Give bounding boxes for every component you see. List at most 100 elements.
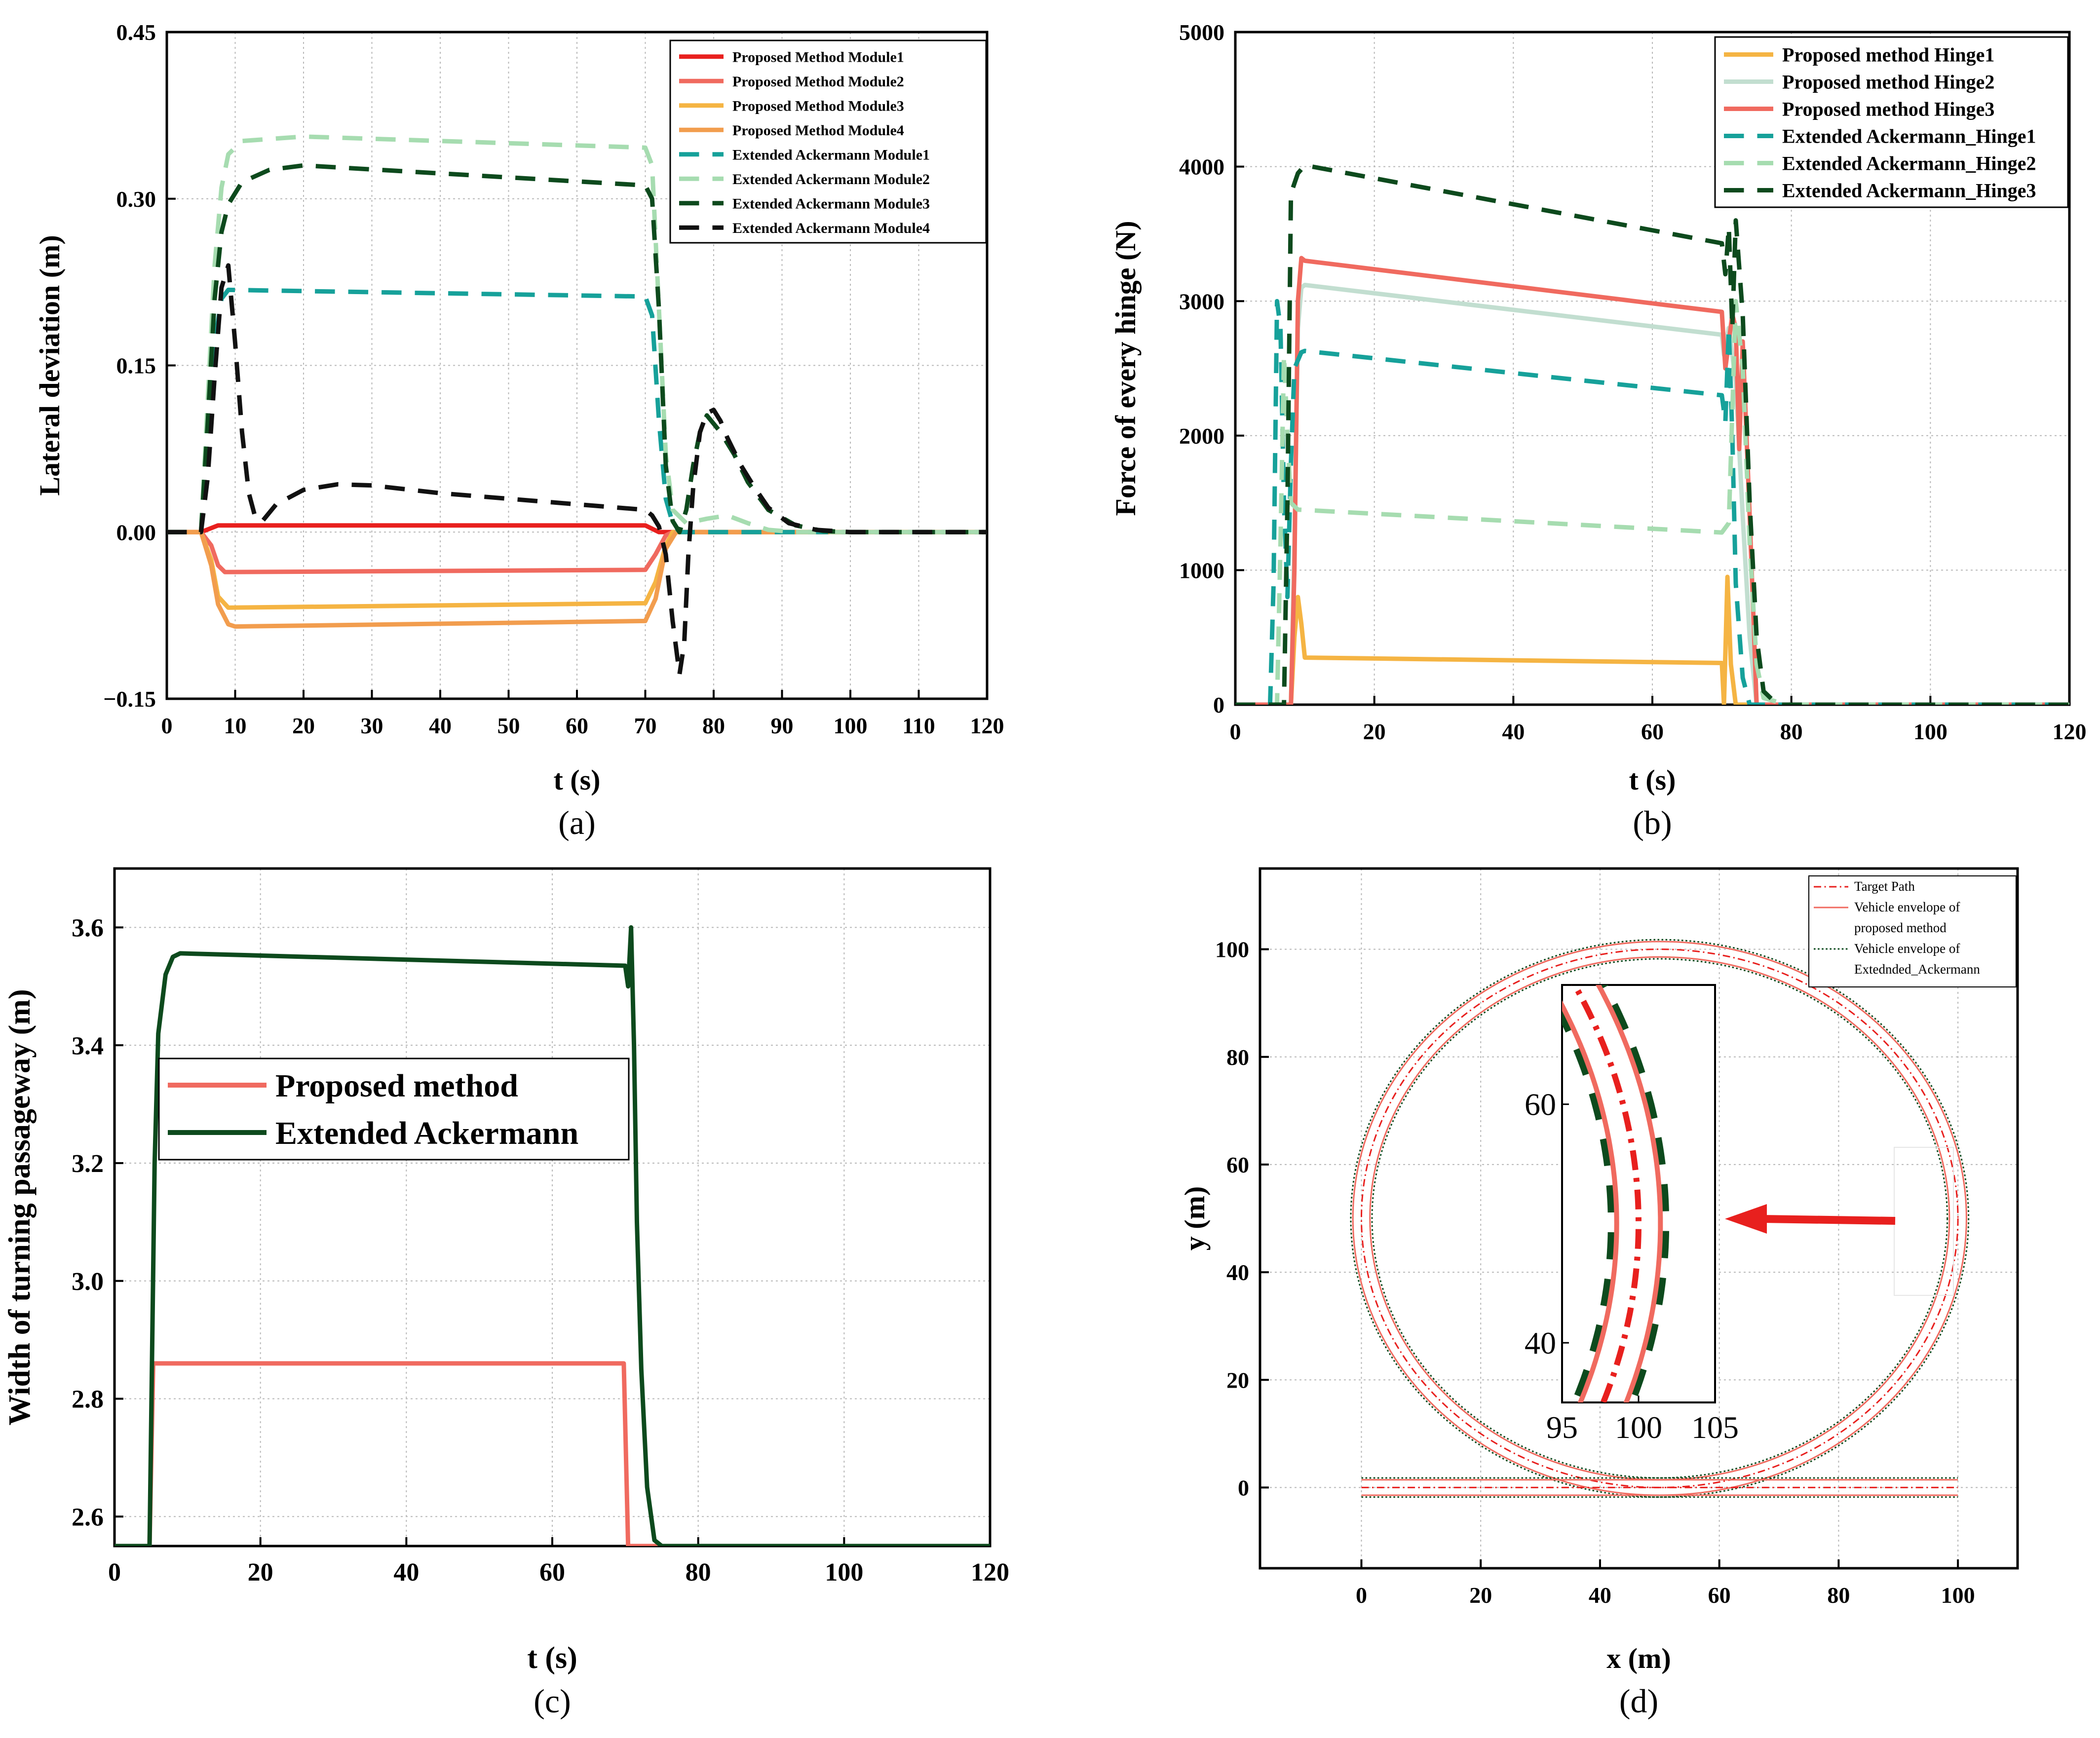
- y-tick-label: 0.30: [116, 187, 156, 212]
- y-tick-label: 3000: [1179, 289, 1224, 314]
- x-tick-label: 70: [634, 713, 657, 738]
- x-tick-label: 40: [1589, 1583, 1611, 1608]
- legend-label: Proposed method Hinge2: [1782, 71, 1994, 93]
- y-tick-label: 3.6: [72, 914, 104, 943]
- x-axis-title: t (s): [1629, 764, 1676, 796]
- y-tick-label: 0: [1238, 1475, 1249, 1500]
- legend-label: Proposed Method Module2: [732, 74, 904, 90]
- legend-label: Extended Ackermann: [275, 1115, 578, 1151]
- legend-label: Vehicle envelope of: [1854, 941, 1960, 956]
- legend-label: Proposed Method Module4: [732, 122, 904, 139]
- x-tick-label: 120: [2053, 719, 2087, 744]
- y-tick-label: 0.00: [116, 520, 156, 545]
- x-tick-label: 0: [108, 1558, 121, 1587]
- panel-caption: (c): [534, 1682, 571, 1720]
- x-tick-label: 60: [1708, 1583, 1731, 1608]
- y-axis-title: y (m): [1179, 1186, 1211, 1250]
- legend-label: Extended Ackermann_Hinge3: [1782, 180, 2036, 202]
- y-tick-label: −0.15: [103, 686, 156, 712]
- panel-caption: (d): [1619, 1682, 1658, 1720]
- trajectory-group: [1350, 939, 1970, 1498]
- y-tick-label: 100: [1215, 937, 1249, 962]
- legend-box: [669, 39, 987, 244]
- x-tick-label: 120: [970, 713, 1004, 738]
- y-tick-label: 3.0: [72, 1268, 104, 1296]
- x-tick-label: 20: [292, 713, 315, 738]
- x-tick-label: 40: [1502, 719, 1525, 744]
- x-tick-label: 60: [566, 713, 588, 738]
- series-line: [115, 925, 990, 1546]
- x-tick-label: 80: [686, 1558, 711, 1587]
- x-tick-label: 20: [248, 1558, 273, 1587]
- y-tick-label: 2000: [1179, 423, 1224, 449]
- inset-x-tick-label: 105: [1691, 1410, 1739, 1445]
- legend-box: [1808, 875, 2017, 987]
- y-tick-label: 0: [1213, 692, 1224, 718]
- panel-b: 0 20 40 60 80 100 120 0 1000 2000 3000 4000 5000 t (s…: [1109, 20, 2087, 841]
- legend-label: Extended Ackermann Module1: [732, 147, 930, 163]
- inset-x-tick-label: 95: [1546, 1410, 1578, 1445]
- series-line: [167, 529, 987, 629]
- inset-ackermann-outer: [1600, 985, 1670, 1402]
- panel-caption: (b): [1633, 804, 1672, 841]
- series-group: [167, 134, 987, 677]
- zoom-arrow-shaft: [1761, 1215, 1896, 1225]
- series-line: [167, 134, 987, 534]
- x-tick-label: 110: [902, 713, 935, 738]
- inset-target-path: [1571, 985, 1642, 1402]
- series-line: [1235, 299, 2069, 705]
- x-tick-label: 0: [161, 713, 173, 738]
- legend-label: Proposed Method Module3: [732, 98, 904, 114]
- x-tick-label: 80: [1827, 1583, 1850, 1608]
- legend-box: [158, 1058, 630, 1161]
- inset-proposed-inner: [1562, 1000, 1619, 1402]
- x-tick-label: 40: [429, 713, 452, 738]
- legend-box: [1714, 36, 2069, 208]
- series-line: [167, 263, 987, 677]
- y-tick-label: 40: [1226, 1260, 1249, 1285]
- x-tick-label: 20: [1363, 719, 1386, 744]
- y-tick-label: 3.2: [72, 1150, 104, 1178]
- y-tick-label: 2.8: [72, 1386, 104, 1414]
- x-tick-label: 60: [539, 1558, 565, 1587]
- legend-label: Proposed method Hinge3: [1782, 98, 1994, 120]
- legend-label: Extended Ackermann Module2: [732, 171, 930, 188]
- legend-label: Extended Ackermann Module4: [732, 220, 930, 236]
- x-tick-label: 100: [1941, 1583, 1975, 1608]
- y-tick-label: 0.15: [116, 353, 156, 378]
- legend-label: Extended Ackermann_Hinge1: [1782, 125, 2036, 148]
- y-tick-label: 1000: [1179, 558, 1224, 583]
- x-tick-label: 100: [1913, 719, 1947, 744]
- legend-label: Extended Ackermann Module3: [732, 195, 930, 212]
- panel-d: 0 20 40 60 80 100 0 20 40 60 80 100 x (m) y (m) (d) 95 1…: [1179, 867, 2019, 1720]
- y-axis-title: Width of turning passageway (m): [3, 989, 37, 1425]
- x-axis-title: t (s): [527, 1641, 577, 1675]
- inset-ackermann-inner: [1562, 1009, 1615, 1402]
- x-tick-label: 80: [702, 713, 725, 738]
- x-tick-label: 120: [971, 1558, 1009, 1587]
- target-path-circle: [1360, 948, 1959, 1488]
- x-tick-label: 40: [393, 1558, 419, 1587]
- y-tick-label: 3.4: [72, 1032, 104, 1060]
- legend-label: proposed method: [1854, 920, 1947, 935]
- series-line: [115, 1361, 990, 1546]
- y-tick-label: 2.6: [72, 1504, 104, 1532]
- x-tick-label: 10: [224, 713, 247, 738]
- x-tick-label: 50: [497, 713, 520, 738]
- x-tick-label: 30: [361, 713, 383, 738]
- series-line: [1235, 163, 2069, 705]
- x-tick-label: 0: [1356, 1583, 1367, 1608]
- y-axis-title: Lateral deviation (m): [34, 235, 66, 495]
- panel-caption: (a): [558, 804, 595, 841]
- y-tick-label: 4000: [1179, 154, 1224, 180]
- series-group: [115, 925, 990, 1546]
- panel-a: 0 10 20 30 40 50 60 70 80 90 100 110 120 −0.15 0.00 0.1…: [34, 20, 1004, 841]
- inset-series-group: [1562, 985, 1670, 1402]
- x-axis-title: t (s): [553, 764, 600, 796]
- series-line: [1235, 299, 2069, 705]
- y-tick-label: 0.45: [116, 20, 156, 45]
- series-line: [167, 529, 987, 574]
- x-tick-label: 90: [771, 713, 794, 738]
- legend-label: Proposed method: [275, 1068, 518, 1104]
